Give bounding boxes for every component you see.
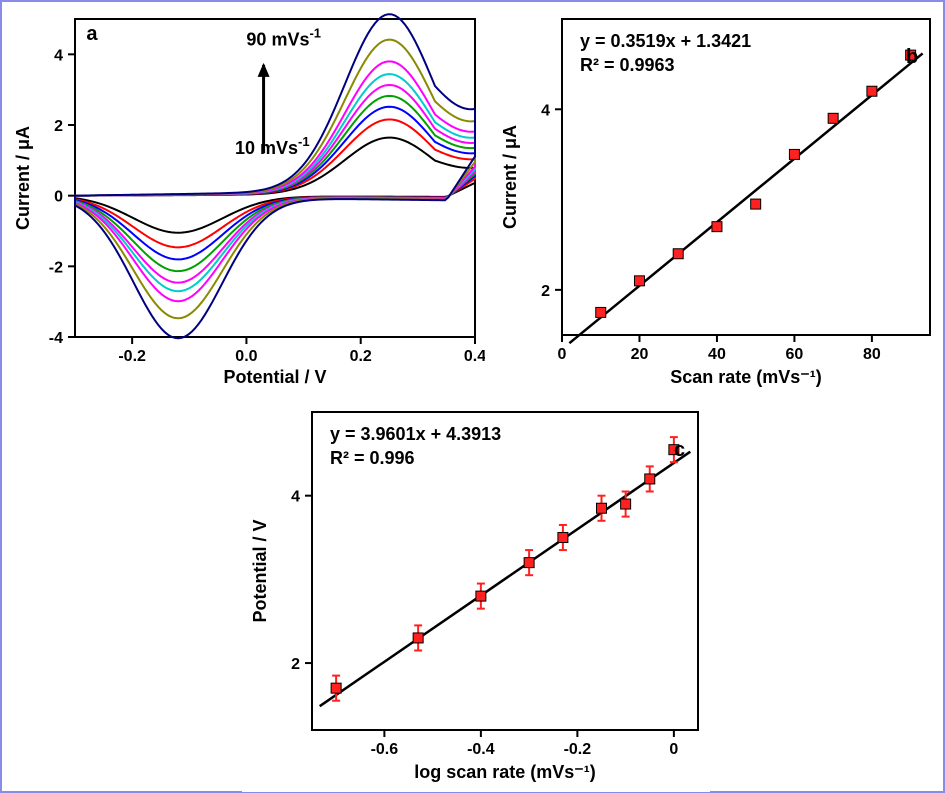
svg-text:y = 3.9601x + 4.3913: y = 3.9601x + 4.3913 [330, 424, 501, 444]
svg-text:c: c [674, 439, 685, 461]
logscan-chart: -0.6 -0.4 -0.2 0 2 4 log scan rate (mVs⁻¹) Pote… [242, 400, 710, 792]
svg-text:-2: -2 [49, 259, 63, 276]
svg-text:0.4: 0.4 [464, 348, 485, 365]
svg-text:0: 0 [54, 189, 63, 206]
svg-text:2: 2 [291, 656, 300, 673]
panel-a: -0.2 0.0 0.2 0.4 -4 -2 0 2 4 Potential / V Current… [7, 7, 485, 397]
svg-text:-4: -4 [49, 330, 63, 347]
panel-b: 0 20 40 60 80 2 4 Scan rate (mVs⁻¹) Current / μA… [492, 7, 942, 397]
svg-text:Current / μA: Current / μA [500, 125, 520, 229]
svg-text:0.2: 0.2 [350, 348, 372, 365]
scan-hi-label: 90 mVs-1 [246, 26, 321, 50]
scanrate-chart: 0 20 40 60 80 2 4 Scan rate (mVs⁻¹) Current / μA… [492, 7, 942, 397]
svg-text:y = 0.3519x + 1.3421: y = 0.3519x + 1.3421 [580, 31, 751, 51]
svg-text:Scan rate (mVs⁻¹): Scan rate (mVs⁻¹) [670, 367, 822, 387]
svg-text:R² = 0.9963: R² = 0.9963 [580, 55, 675, 75]
scan-lo-label: 10 mVs-1 [235, 134, 310, 158]
svg-text:0.0: 0.0 [235, 348, 257, 365]
svg-text:2: 2 [54, 118, 63, 135]
cv-chart: -0.2 0.0 0.2 0.4 -4 -2 0 2 4 Potential / V Current… [7, 7, 485, 397]
svg-text:0: 0 [558, 346, 567, 363]
panel-letter: a [86, 23, 98, 45]
svg-text:R² = 0.996: R² = 0.996 [330, 448, 415, 468]
svg-text:4: 4 [541, 102, 550, 119]
svg-text:0: 0 [669, 741, 678, 758]
svg-text:4: 4 [291, 489, 300, 506]
svg-text:4: 4 [54, 47, 63, 64]
svg-text:2: 2 [541, 283, 550, 300]
svg-text:log scan rate (mVs⁻¹): log scan rate (mVs⁻¹) [414, 762, 596, 782]
svg-text:60: 60 [786, 346, 804, 363]
ylabel: Current / μA [13, 126, 33, 230]
svg-text:40: 40 [708, 346, 726, 363]
svg-text:-0.2: -0.2 [118, 348, 146, 365]
svg-text:80: 80 [863, 346, 881, 363]
svg-text:20: 20 [631, 346, 649, 363]
svg-text:-0.6: -0.6 [371, 741, 399, 758]
svg-text:-0.4: -0.4 [467, 741, 495, 758]
svg-text:b: b [906, 46, 918, 68]
figure-container: { "panelA": { "type": "line", "letter": … [0, 0, 945, 793]
xlabel: Potential / V [223, 367, 326, 387]
svg-text:Potential / V: Potential / V [250, 519, 270, 622]
svg-text:-0.2: -0.2 [564, 741, 592, 758]
panel-c: -0.6 -0.4 -0.2 0 2 4 log scan rate (mVs⁻¹) Pote… [242, 400, 710, 792]
